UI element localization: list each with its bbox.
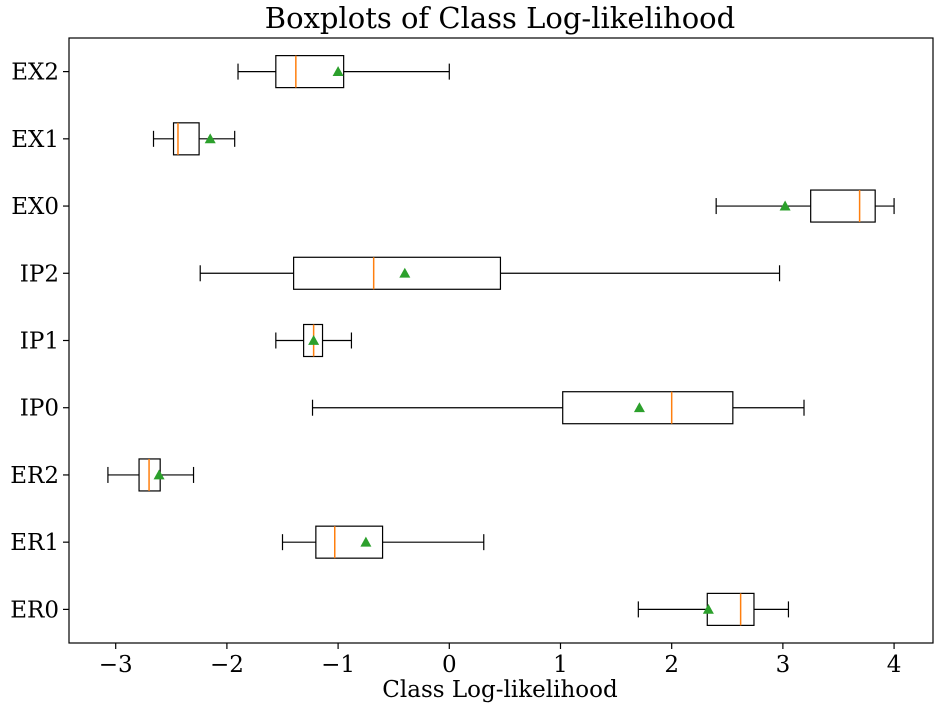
y-tick-label-er1: ER1 <box>10 530 59 556</box>
box-er1 <box>315 525 384 559</box>
mean-marker-er0 <box>702 603 714 614</box>
x-tick-label-4: 1 <box>553 652 568 678</box>
x-tick-label-3: 0 <box>442 652 457 678</box>
mean-marker-er2 <box>153 469 165 480</box>
x-tick-label-6: 3 <box>776 652 791 678</box>
boxes-group <box>107 55 895 626</box>
box-ex1 <box>172 122 200 156</box>
y-tick-label-er2: ER2 <box>10 463 59 489</box>
boxplot-ip1 <box>275 323 353 358</box>
boxplot-ex0 <box>715 189 895 223</box>
x-tick-label-1: −2 <box>210 652 244 678</box>
box-er0 <box>706 592 755 626</box>
y-tick-label-er0: ER0 <box>10 597 59 623</box>
mean-marker-ip2 <box>399 267 411 278</box>
x-tick-label-5: 2 <box>664 652 679 678</box>
y-axis: ER0 ER1 ER2 IP0 IP1 IP2 EX0 EX1 EX2 <box>10 60 69 623</box>
box-ex0 <box>810 189 876 223</box>
boxplot-er2 <box>107 458 195 492</box>
y-tick-label-ip0: IP0 <box>20 396 59 422</box>
x-tick-label-7: 4 <box>887 652 902 678</box>
chart-title: Boxplots of Class Log-likelihood <box>265 1 735 35</box>
y-tick-label-ex1: EX1 <box>11 127 59 153</box>
box-ex2 <box>275 55 345 89</box>
y-tick-label-ex2: EX2 <box>11 60 59 86</box>
mean-marker-er1 <box>360 536 372 547</box>
box-ip0 <box>562 391 734 425</box>
mean-marker-ip1 <box>308 335 320 345</box>
boxplot-ex1 <box>152 122 236 156</box>
x-tick-label-0: −3 <box>99 652 133 678</box>
boxplot-ex2 <box>237 55 450 89</box>
boxplot-er0 <box>637 592 790 626</box>
y-tick-label-ex0: EX0 <box>11 194 59 220</box>
x-axis-label: Class Log-likelihood <box>382 677 618 703</box>
box-ip2 <box>293 256 502 290</box>
mean-marker-ip0 <box>633 402 645 413</box>
mean-marker-ex2 <box>332 66 344 77</box>
y-tick-label-ip1: IP1 <box>20 329 59 355</box>
mean-marker-ex1 <box>204 133 216 144</box>
boxplot-er1 <box>281 525 485 559</box>
y-tick-label-ip2: IP2 <box>20 261 59 287</box>
boxplot-ip0 <box>311 391 805 425</box>
mean-marker-ex0 <box>779 200 791 211</box>
boxplot-ip2 <box>199 256 781 290</box>
x-tick-label-2: −1 <box>321 652 355 678</box>
x-axis: −3 −2 −1 0 1 2 3 4 <box>99 643 902 678</box>
